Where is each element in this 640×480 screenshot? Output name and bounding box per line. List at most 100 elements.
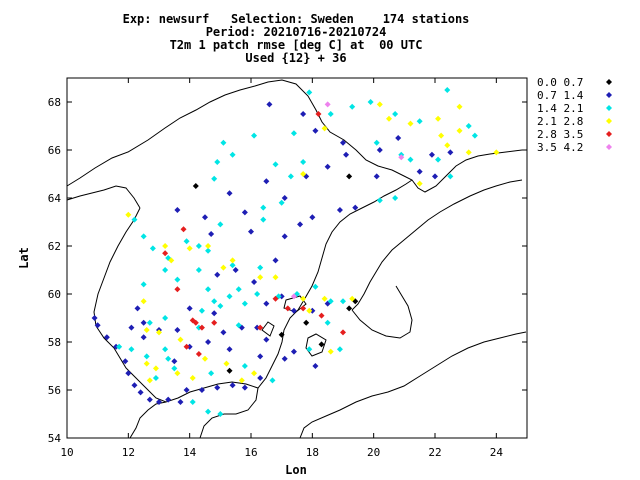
x-tick-label: 10	[60, 446, 73, 459]
station-point	[211, 319, 218, 326]
station-point	[428, 151, 435, 158]
station-point	[131, 216, 138, 223]
station-point	[171, 358, 178, 365]
station-point	[257, 353, 264, 360]
station-point	[140, 298, 147, 305]
station-point	[327, 298, 334, 305]
station-point	[211, 175, 218, 182]
station-point	[272, 161, 279, 168]
y-tick-label: 56	[48, 384, 61, 397]
station-point	[340, 298, 346, 305]
station-point	[340, 139, 346, 146]
x-tick-label: 16	[244, 446, 257, 459]
station-point	[263, 336, 270, 343]
station-point	[235, 322, 242, 329]
station-point	[306, 346, 313, 353]
station-point	[186, 343, 193, 350]
station-point	[251, 370, 258, 377]
station-point	[174, 370, 181, 377]
y-tick-label: 58	[48, 336, 61, 349]
station-point	[195, 243, 202, 249]
station-point	[103, 334, 110, 341]
station-point	[312, 363, 319, 369]
station-point	[156, 399, 162, 405]
station-point	[217, 411, 224, 417]
station-point	[113, 343, 120, 350]
station-point	[318, 341, 325, 348]
station-point	[284, 305, 291, 312]
station-point	[386, 115, 392, 122]
station-point	[376, 147, 383, 153]
station-point	[321, 295, 328, 302]
y-axis-label: Lat	[17, 247, 31, 269]
station-point	[435, 115, 442, 122]
legend-marker	[606, 144, 612, 150]
station-point	[300, 171, 307, 177]
station-point	[223, 360, 230, 367]
station-point	[162, 250, 169, 257]
station-point	[205, 339, 212, 345]
station-point	[438, 132, 445, 139]
station-point	[149, 245, 156, 252]
station-point	[198, 387, 205, 393]
station-point	[447, 173, 454, 180]
station-point	[287, 173, 294, 180]
station-point	[300, 111, 307, 117]
station-point	[128, 346, 135, 353]
station-point	[131, 382, 138, 389]
station-point	[257, 274, 264, 281]
x-tick-label: 14	[183, 446, 197, 459]
station-point	[143, 327, 150, 333]
station-point	[140, 334, 147, 341]
station-point	[336, 207, 343, 213]
station-point	[392, 111, 399, 117]
station-point	[189, 399, 196, 405]
station-point	[346, 305, 353, 312]
station-point	[208, 231, 215, 237]
station-point	[432, 173, 438, 180]
station-point	[309, 307, 316, 314]
station-point	[140, 319, 147, 326]
station-point	[195, 267, 202, 273]
x-axis: 10 12 14 16 18 20 22 24	[60, 78, 503, 459]
station-point	[493, 149, 500, 156]
station-point	[214, 159, 221, 165]
station-point	[444, 87, 451, 93]
station-point	[324, 101, 331, 108]
station-point	[251, 279, 258, 285]
title-line-period: Period: 20210716-20210724	[206, 25, 387, 39]
title-line-used: Used {12} + 36	[245, 51, 346, 65]
station-point	[327, 348, 334, 355]
x-tick-label: 12	[122, 446, 135, 459]
station-point	[241, 363, 248, 369]
station-point	[177, 336, 184, 343]
legend-entry-label: 0.7 1.4	[537, 89, 584, 102]
station-point	[349, 103, 356, 110]
station-point	[134, 305, 141, 312]
station-point	[220, 329, 227, 336]
station-point	[300, 295, 307, 302]
station-point	[202, 214, 208, 221]
legend-entry-label: 1.4 2.1	[537, 102, 583, 115]
station-point	[465, 123, 472, 129]
station-point	[183, 387, 190, 393]
y-tick-label: 64	[48, 192, 62, 205]
station-point	[146, 396, 153, 403]
station-point	[300, 159, 307, 165]
station-point	[444, 142, 451, 149]
station-point	[309, 214, 316, 221]
x-tick-label: 24	[490, 446, 504, 459]
station-point	[465, 149, 472, 156]
y-tick-label: 62	[48, 240, 61, 253]
station-point	[269, 377, 276, 384]
station-point	[318, 312, 325, 319]
station-point	[140, 281, 147, 288]
station-point	[306, 307, 313, 314]
station-point	[367, 99, 374, 105]
station-point	[220, 139, 227, 146]
station-point	[447, 149, 454, 156]
station-point	[229, 262, 236, 269]
title-line-experiment: Exp: newsurf Selection: Sweden 174 stati…	[123, 12, 470, 26]
station-point	[327, 111, 334, 117]
